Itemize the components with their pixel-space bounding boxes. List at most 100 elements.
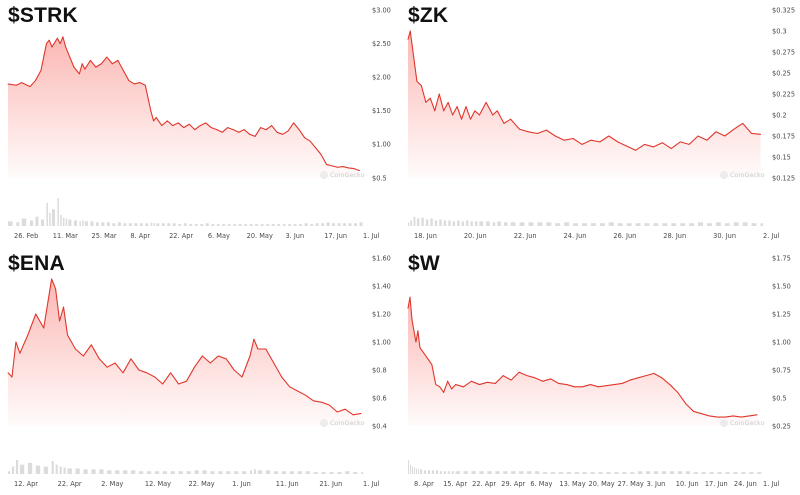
volume-bar — [662, 223, 668, 226]
data-point — [289, 386, 291, 388]
volume-bar — [281, 471, 287, 474]
volume-bar — [63, 467, 66, 474]
data-point — [621, 382, 623, 384]
volume-bar — [178, 471, 183, 474]
y-tick-label: $1.20 — [372, 310, 391, 318]
volume-bar — [495, 471, 500, 474]
data-point — [503, 122, 505, 124]
volume-bar — [35, 216, 39, 226]
volume-bar — [457, 220, 460, 226]
y-tick-label: $1.50 — [372, 107, 391, 115]
volume-bar — [439, 219, 442, 226]
data-point — [62, 36, 64, 38]
data-points — [407, 30, 761, 151]
volume-bar — [427, 470, 431, 474]
data-point — [217, 355, 219, 357]
volume-bar — [305, 471, 310, 474]
volume-bar — [528, 222, 534, 226]
data-point — [685, 403, 687, 405]
data-point — [15, 341, 17, 343]
data-point — [617, 141, 619, 143]
volume-bar — [411, 466, 414, 474]
volume-bar — [345, 471, 350, 474]
x-tick-label: 17. Jun — [324, 232, 347, 240]
data-point — [439, 386, 441, 388]
volume-bar — [19, 464, 25, 474]
volume-bar — [359, 222, 363, 226]
volume-bar — [443, 220, 447, 226]
data-point — [478, 114, 480, 116]
strk-chart-svg: $3.00 $2.50 $2.00 $1.50 $1.00 $0.5 26. Feb 11. … — [7, 6, 391, 240]
data-point — [15, 84, 17, 86]
data-point — [701, 413, 702, 415]
data-point — [133, 83, 135, 85]
data-point — [748, 415, 750, 417]
data-point — [626, 145, 628, 147]
data-point — [11, 376, 13, 378]
data-point — [353, 168, 355, 170]
volume-bar — [101, 222, 105, 226]
data-point — [117, 59, 119, 61]
volume-bar — [693, 472, 698, 474]
volume-bar — [646, 471, 651, 474]
data-point — [474, 110, 476, 112]
data-point — [605, 385, 607, 387]
volume-bar — [439, 471, 442, 474]
data-point — [309, 140, 311, 142]
data-point — [166, 120, 168, 122]
volume-bar — [321, 223, 325, 226]
data-point — [438, 93, 440, 95]
volume-bar — [189, 224, 193, 226]
data-point — [360, 412, 362, 414]
watermark: CoinGecko — [320, 171, 365, 179]
data-point — [315, 147, 317, 149]
data-point — [144, 84, 146, 86]
volume-bar — [741, 472, 746, 474]
data-point — [652, 146, 654, 148]
volume-bar — [415, 468, 418, 474]
data-point — [431, 363, 433, 365]
x-tick-label: 21. Jun — [319, 480, 342, 488]
y-tick-label: $0.125 — [772, 174, 795, 182]
x-tick-label: 2. Jul — [763, 232, 780, 240]
volume-bar — [511, 471, 516, 474]
volume-bar — [91, 469, 96, 474]
volume-bar — [337, 472, 342, 474]
volume-bar — [527, 471, 532, 474]
data-point — [542, 380, 544, 382]
volume-bar — [304, 223, 308, 226]
volume-bar — [337, 223, 341, 226]
data-point — [193, 366, 195, 368]
volume-bar — [128, 223, 132, 226]
data-point — [486, 381, 488, 383]
data-point — [554, 135, 556, 137]
data-point — [597, 386, 599, 388]
x-tick-label: 12. Apr — [14, 480, 38, 488]
data-point — [688, 143, 690, 145]
data-point — [693, 410, 695, 412]
data-point — [492, 114, 494, 116]
volume-bar — [238, 224, 242, 226]
data-points — [7, 278, 362, 416]
volume-bar — [408, 222, 410, 226]
data-point — [563, 139, 565, 141]
volume-bar — [51, 209, 55, 226]
volume-bar — [689, 223, 695, 226]
data-point — [715, 131, 717, 133]
volume-bar — [211, 224, 215, 226]
volume-bar — [43, 466, 49, 474]
volume-bar — [162, 471, 168, 474]
data-point — [249, 133, 251, 135]
data-point — [257, 348, 259, 350]
volume-bar — [299, 224, 303, 226]
data-point — [519, 128, 521, 130]
y-tick-label: $1.00 — [772, 338, 791, 346]
data-point — [342, 166, 344, 168]
y-tick-label: $0.5 — [372, 174, 387, 182]
data-point — [243, 129, 245, 131]
data-point — [153, 120, 154, 122]
volume-bar — [297, 471, 302, 474]
y-tick-label: $0.6 — [372, 394, 387, 402]
data-point — [201, 355, 203, 357]
data-point — [550, 378, 552, 380]
